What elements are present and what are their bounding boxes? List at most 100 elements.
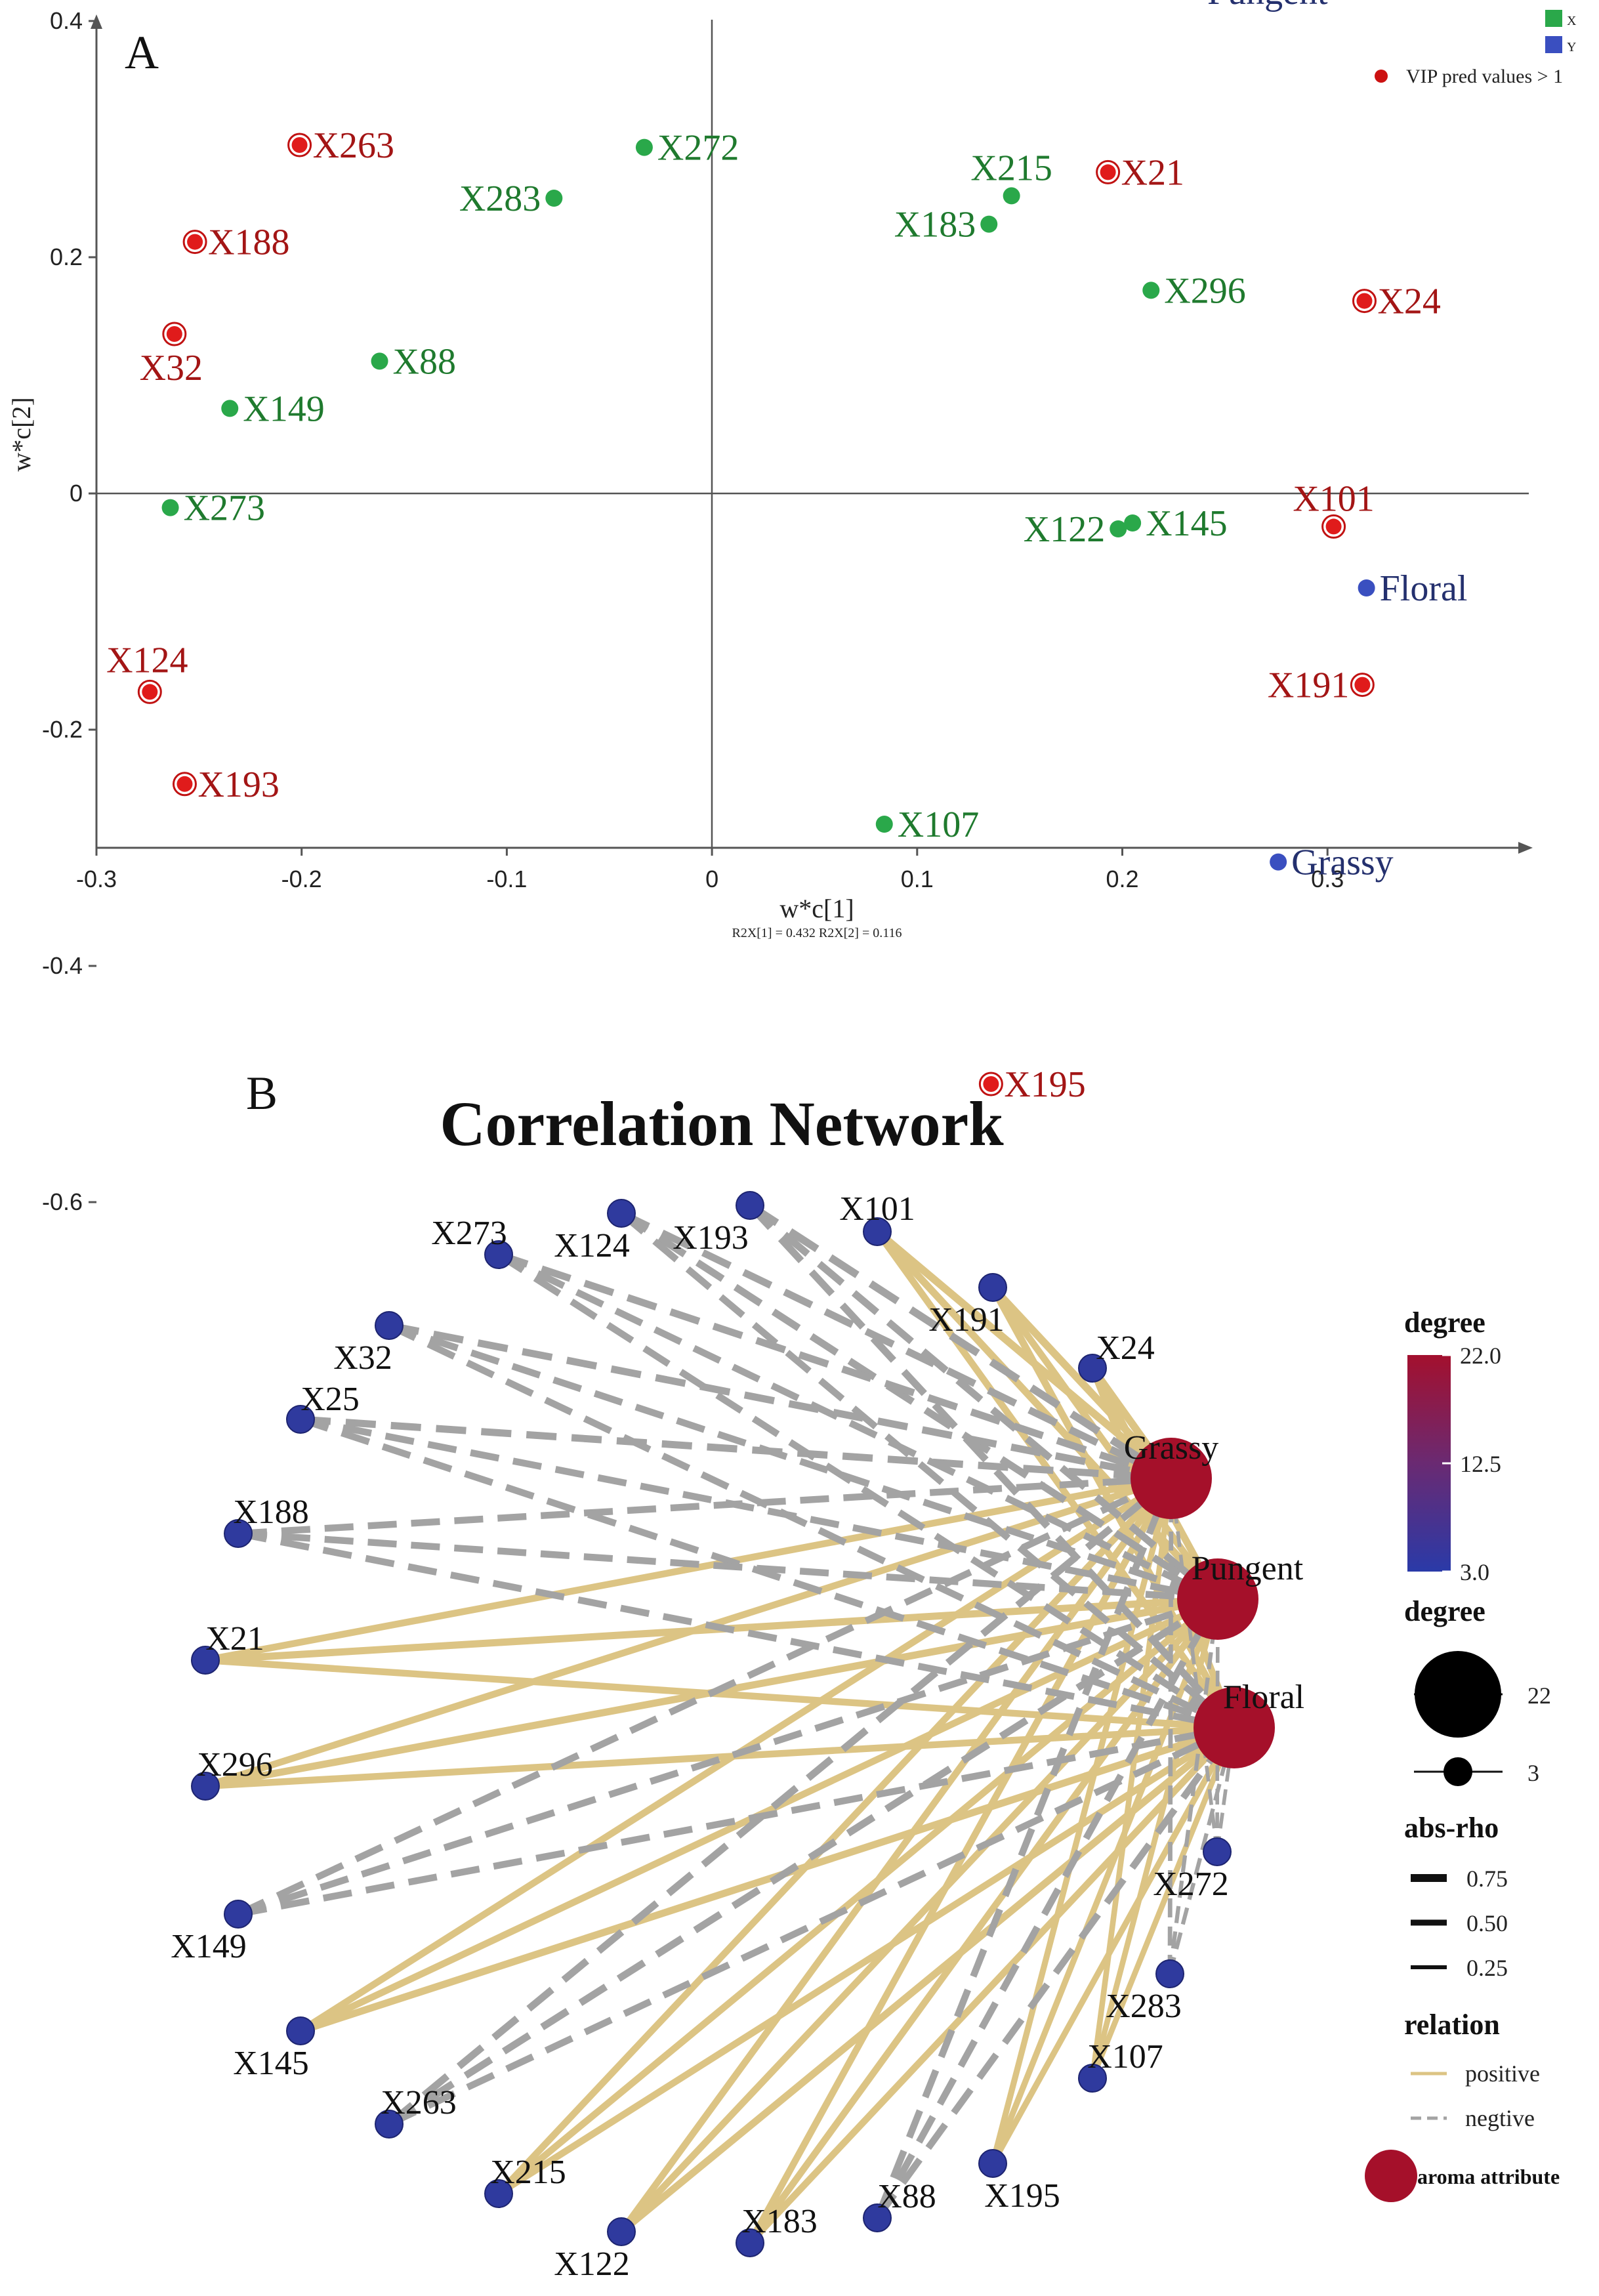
- node-label-x193: X193: [673, 1219, 749, 1257]
- edge-x25-grassy: [300, 1415, 1172, 1482]
- edge-x124-pungent: [619, 1210, 1220, 1602]
- node-label-x283: X283: [1106, 1988, 1182, 2025]
- x-tick-label: 0.2: [1106, 866, 1138, 892]
- node-x273: [484, 1240, 513, 1269]
- y-tick-label: -0.6: [42, 1188, 83, 1215]
- legend-b: degree 22.0 12.5 3.0 degree 22 3 abs-rho…: [1365, 1306, 1560, 2202]
- node-x124: [607, 1199, 636, 1228]
- point-label-x88: X88: [393, 341, 456, 382]
- node-label-x122: X122: [554, 2245, 630, 2283]
- edge-x122-grassy: [618, 1476, 1174, 2234]
- node-x107: [1078, 2064, 1107, 2093]
- y-tick-label: -0.2: [42, 716, 83, 743]
- network-nodes: X101 X191 X24 X193 X124 X273 X32 X25 X188 X21 X296…: [171, 1190, 1304, 2283]
- attribute-label-floral: Floral: [1223, 1679, 1304, 1716]
- network-edges: [204, 1202, 1237, 2245]
- edge-x21-grassy: [205, 1474, 1172, 1664]
- node-x272: [1203, 1837, 1232, 1866]
- node-label-x273: X273: [431, 1215, 507, 1252]
- abs-rho-label-050: 0.50: [1466, 1910, 1508, 1936]
- node-label-x24: X24: [1096, 1329, 1155, 1367]
- edge-x263-pungent: [387, 1596, 1220, 2127]
- x-tick-label: -0.1: [486, 866, 527, 892]
- x-tick-label: 0: [705, 866, 718, 892]
- node-x88: [863, 2203, 892, 2232]
- y-tick-label: -0.4: [42, 952, 83, 979]
- point-x191: [1354, 677, 1371, 693]
- point-x145: [1124, 514, 1142, 532]
- node-label-x183: X183: [741, 2203, 818, 2240]
- size-legend-circle-large: [1415, 1651, 1501, 1738]
- edge-x145-floral: [299, 1724, 1236, 2035]
- x-tick-label: 0.3: [1311, 866, 1344, 892]
- edge-x88-pungent: [874, 1597, 1221, 2220]
- loading-points: AstringentPungentFloralGrassyX263X188X32…: [106, 0, 1467, 1105]
- attribute-label-grassy: Grassy: [1124, 1429, 1218, 1467]
- legend-label-vip: VIP pred values > 1: [1406, 66, 1563, 87]
- point-x124: [142, 684, 158, 700]
- point-x32: [166, 326, 182, 342]
- node-label-x215: X215: [490, 2154, 566, 2191]
- node-x183: [736, 2228, 764, 2257]
- point-label-x215: X215: [970, 148, 1052, 188]
- node-x283: [1155, 1959, 1184, 1988]
- edge-x195-grassy: [989, 1477, 1174, 2165]
- y-tick-label: 0: [70, 480, 83, 507]
- node-x101: [863, 1217, 892, 1246]
- edge-x191-grassy: [989, 1285, 1174, 1481]
- node-x215: [484, 2179, 513, 2208]
- x-ticks: -0.3 -0.2 -0.1 0 0.1 0.2 0.3: [76, 848, 1344, 892]
- node-label-x32: X32: [333, 1339, 392, 1377]
- abs-rho-label-075: 0.75: [1466, 1866, 1508, 1892]
- node-x145: [286, 2016, 315, 2045]
- point-x296: [1142, 282, 1160, 299]
- point-label-x195: X195: [1004, 1064, 1085, 1105]
- legend-degree-color-title: degree: [1404, 1306, 1485, 1339]
- node-x24: [1078, 1354, 1107, 1383]
- node-x296: [191, 1772, 220, 1801]
- point-label-x188: X188: [208, 222, 289, 263]
- relation-label-negative: negtive: [1465, 2105, 1535, 2131]
- point-label-x145: X145: [1146, 503, 1227, 544]
- point-x24: [1356, 293, 1373, 309]
- point-x122: [1110, 520, 1127, 537]
- x-tick-label: 0.1: [901, 866, 934, 892]
- point-label-x124: X124: [106, 640, 188, 680]
- edge-x188-floral: [238, 1530, 1235, 1732]
- point-x215: [1003, 187, 1020, 205]
- point-label-grassy: Grassy: [1291, 843, 1394, 883]
- attribute-node-pungent: [1177, 1558, 1258, 1640]
- x-tick-label: -0.2: [281, 866, 322, 892]
- edge-x215-grassy: [496, 1476, 1174, 2196]
- node-label-x272: X272: [1153, 1866, 1229, 1903]
- point-label-floral: Floral: [1380, 568, 1468, 609]
- edge-x215-floral: [497, 1724, 1236, 2197]
- legend-swatch-vip: [1375, 70, 1388, 83]
- edge-x188-grassy: [238, 1474, 1172, 1537]
- node-label-x188: X188: [233, 1493, 309, 1531]
- x-tick-label: -0.3: [76, 866, 117, 892]
- node-label-x21: X21: [205, 1620, 264, 1658]
- node-x21: [191, 1646, 220, 1675]
- node-x188: [224, 1519, 253, 1548]
- node-label-x195: X195: [984, 2177, 1060, 2215]
- point-label-x296: X296: [1164, 270, 1245, 311]
- edge-x283-floral: [1168, 1727, 1236, 1974]
- edge-x296-floral: [205, 1724, 1235, 1790]
- edge-x124-floral: [619, 1211, 1237, 1730]
- edge-x122-pungent: [619, 1597, 1220, 2234]
- point-label-x149: X149: [243, 388, 324, 429]
- node-x193: [736, 1191, 764, 1220]
- y-tick-label: 0.2: [50, 243, 83, 270]
- point-label-x32: X32: [140, 348, 203, 388]
- network-title: Correlation Network: [440, 1089, 1004, 1159]
- size-legend-label-large: 22: [1527, 1682, 1551, 1709]
- r2x-note: R2X[1] = 0.432 R2X[2] = 0.116: [732, 926, 902, 940]
- legend-a: X Y VIP pred values > 1: [1375, 10, 1577, 87]
- edge-x263-grassy: [386, 1475, 1174, 2127]
- attribute-node-floral: [1194, 1687, 1275, 1768]
- node-label-x88: X88: [877, 2178, 936, 2215]
- node-x122: [607, 2217, 636, 2246]
- node-x195: [978, 2149, 1007, 2178]
- point-label-x273: X273: [184, 488, 265, 529]
